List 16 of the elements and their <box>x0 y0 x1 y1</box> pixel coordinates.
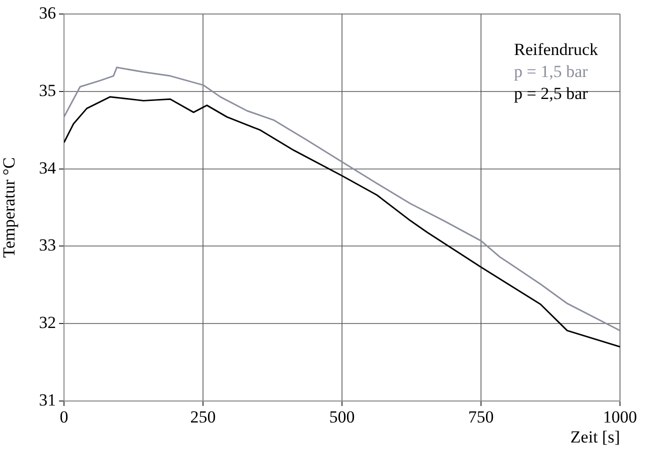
y-tick-label: 36 <box>39 3 56 22</box>
x-tick-label: 0 <box>60 408 68 427</box>
x-tick-label: 750 <box>468 408 494 427</box>
y-axis-title: Temperatur °C <box>0 157 19 258</box>
y-tick-label: 32 <box>39 313 56 332</box>
y-tick-label: 31 <box>39 390 56 410</box>
x-tick-label: 500 <box>329 408 355 427</box>
y-tick-label: 35 <box>39 80 56 100</box>
x-axis-title: Zeit [s] <box>570 427 620 446</box>
text: p = 1,5 bar <box>514 62 588 81</box>
text: p = 2,5 bar <box>514 84 588 103</box>
y-tick-label: 34 <box>39 158 56 178</box>
x-tick-label: 1000 <box>603 408 637 427</box>
y-tick-label: 33 <box>39 236 56 255</box>
legend-title: Reifendruck <box>514 40 598 59</box>
x-tick-label: 250 <box>190 408 216 427</box>
